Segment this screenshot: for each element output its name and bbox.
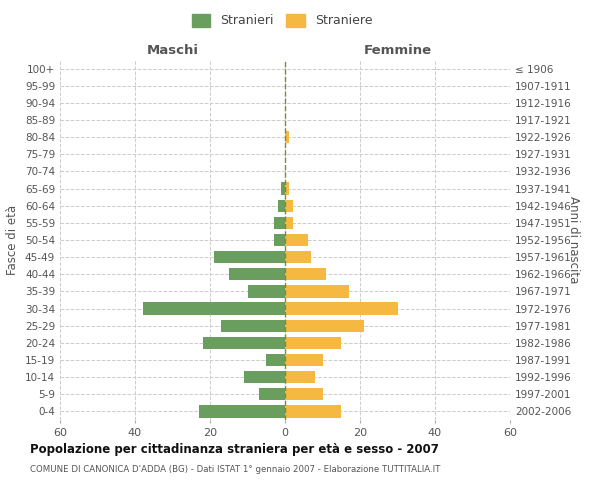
Bar	[221, 320, 285, 332]
Bar	[285, 320, 364, 332]
Bar	[203, 336, 285, 349]
Bar	[277, 200, 285, 212]
Bar	[285, 286, 349, 298]
Bar	[285, 131, 289, 143]
Legend: Stranieri, Straniere: Stranieri, Straniere	[187, 8, 377, 32]
Bar	[199, 406, 285, 417]
Bar	[285, 302, 398, 314]
Bar	[274, 216, 285, 229]
Bar	[248, 286, 285, 298]
Bar	[285, 406, 341, 417]
Y-axis label: Fasce di età: Fasce di età	[7, 205, 19, 275]
Text: Popolazione per cittadinanza straniera per età e sesso - 2007: Popolazione per cittadinanza straniera p…	[30, 442, 439, 456]
Bar	[214, 251, 285, 264]
Bar	[285, 354, 323, 366]
Bar	[244, 371, 285, 384]
Bar	[285, 371, 315, 384]
Bar	[285, 216, 293, 229]
Bar	[285, 182, 289, 194]
Bar	[285, 268, 326, 280]
Bar	[285, 200, 293, 212]
Text: Maschi: Maschi	[146, 44, 199, 58]
Bar	[266, 354, 285, 366]
Bar	[274, 234, 285, 246]
Y-axis label: Anni di nascita: Anni di nascita	[567, 196, 580, 284]
Bar	[285, 251, 311, 264]
Bar	[285, 234, 308, 246]
Bar	[229, 268, 285, 280]
Text: COMUNE DI CANONICA D'ADDA (BG) - Dati ISTAT 1° gennaio 2007 - Elaborazione TUTTI: COMUNE DI CANONICA D'ADDA (BG) - Dati IS…	[30, 466, 440, 474]
Bar	[281, 182, 285, 194]
Bar	[143, 302, 285, 314]
Bar	[285, 388, 323, 400]
Bar	[285, 336, 341, 349]
Text: Femmine: Femmine	[364, 44, 431, 58]
Bar	[259, 388, 285, 400]
